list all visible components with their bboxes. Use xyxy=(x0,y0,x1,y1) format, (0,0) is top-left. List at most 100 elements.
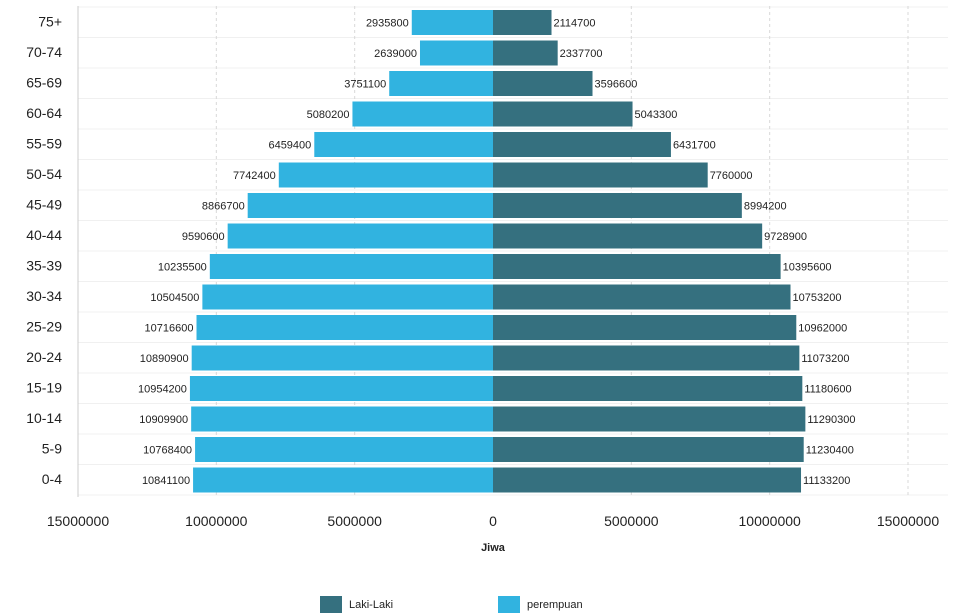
bar-male[interactable] xyxy=(493,254,781,279)
category-label: 10-14 xyxy=(26,410,62,426)
bar-value-label-female: 10909900 xyxy=(139,414,188,426)
bar-value-label-male: 6431700 xyxy=(673,140,716,152)
legend-swatch-female xyxy=(498,596,520,613)
category-label: 45-49 xyxy=(26,197,62,213)
bar-female[interactable] xyxy=(195,437,493,462)
bar-male[interactable] xyxy=(493,406,806,432)
bar-value-label-male: 10753200 xyxy=(793,292,842,304)
bar-value-label-female: 10841100 xyxy=(142,475,190,487)
bar-female[interactable] xyxy=(193,467,493,493)
legend-item-male[interactable]: Laki-Laki xyxy=(320,596,393,613)
x-axis-label: Jiwa xyxy=(481,542,506,554)
value-axis: 15000000 10000000 5000000 0 5000000 10000000 1… xyxy=(47,513,940,529)
bar-female[interactable] xyxy=(419,40,493,66)
bar-value-label-male: 11230400 xyxy=(806,445,854,457)
bar-male[interactable] xyxy=(493,315,797,340)
bar-value-label-male: 7760000 xyxy=(710,170,753,182)
category-label: 55-59 xyxy=(26,136,62,152)
category-label: 25-29 xyxy=(26,319,62,335)
x-tick-label: 5000000 xyxy=(327,513,382,529)
bar-male[interactable] xyxy=(493,40,558,66)
bar-male[interactable] xyxy=(493,345,800,371)
legend-label-male: Laki-Laki xyxy=(349,598,394,611)
bar-value-label-male: 5043300 xyxy=(635,109,678,121)
bar-male[interactable] xyxy=(493,223,763,249)
bar-male[interactable] xyxy=(493,376,803,401)
bar-value-label-male: 8994200 xyxy=(744,201,787,213)
bar-female[interactable] xyxy=(389,71,493,96)
category-label: 65-69 xyxy=(26,75,62,91)
legend: Laki-Laki perempuan xyxy=(0,596,956,615)
category-label: 40-44 xyxy=(26,227,62,243)
bar-value-label-female: 9590600 xyxy=(182,231,225,243)
bar-value-label-female: 6459400 xyxy=(268,140,311,152)
bar-value-label-male: 11290300 xyxy=(807,414,855,426)
bar-female[interactable] xyxy=(189,376,493,401)
legend-item-female[interactable]: perempuan xyxy=(498,596,583,613)
legend-swatch-male xyxy=(320,596,342,613)
category-label: 20-24 xyxy=(26,349,62,365)
bar-female[interactable] xyxy=(227,223,493,249)
bar-value-label-female: 10890900 xyxy=(140,353,189,365)
bar-male[interactable] xyxy=(493,193,742,218)
bar-male[interactable] xyxy=(493,437,804,462)
bar-male[interactable] xyxy=(493,284,791,310)
bar-value-label-female: 10716600 xyxy=(145,323,194,335)
bar-female[interactable] xyxy=(191,406,494,432)
category-label: 30-34 xyxy=(26,288,62,304)
bar-value-labels: 2935800 2114700 2639000 2337700 3751100 35966… xyxy=(138,18,856,488)
bar-value-label-male: 9728900 xyxy=(764,231,807,243)
bar-female[interactable] xyxy=(191,345,493,371)
population-pyramid-chart: 2935800 2114700 2639000 2337700 3751100 35966… xyxy=(26,6,948,554)
category-label: 15-19 xyxy=(26,380,62,396)
x-tick-label: 15000000 xyxy=(47,513,110,529)
bar-value-label-male: 10962000 xyxy=(798,323,847,335)
bar-value-label-male: 3596600 xyxy=(595,79,638,91)
bar-value-label-female: 10504500 xyxy=(150,292,199,304)
bar-male[interactable] xyxy=(493,162,708,188)
bar-female[interactable] xyxy=(196,315,494,340)
bar-value-label-male: 2114700 xyxy=(554,18,596,30)
bar-value-label-female: 2639000 xyxy=(374,48,417,60)
bar-value-label-male: 11073200 xyxy=(801,353,849,365)
category-label: 75+ xyxy=(38,14,62,30)
x-tick-label: 15000000 xyxy=(877,513,940,529)
x-tick-label: 10000000 xyxy=(739,513,802,529)
category-label: 5-9 xyxy=(42,441,62,457)
bar-male[interactable] xyxy=(493,467,802,493)
bar-value-label-female: 2935800 xyxy=(366,18,409,30)
bar-value-label-male: 11180600 xyxy=(804,384,851,396)
bar-female[interactable] xyxy=(314,132,493,157)
category-label: 70-74 xyxy=(26,44,62,60)
bar-male[interactable] xyxy=(493,71,593,96)
category-label: 50-54 xyxy=(26,166,62,182)
bar-female[interactable] xyxy=(411,10,493,35)
category-axis: 75+ 70-74 65-69 60-64 55-59 50-54 45-49 40-44 35… xyxy=(26,14,62,488)
bar-female[interactable] xyxy=(247,193,493,218)
bar-value-label-male: 2337700 xyxy=(560,48,603,60)
bar-value-label-female: 7742400 xyxy=(233,170,276,182)
x-tick-label: 0 xyxy=(489,513,497,529)
bar-male[interactable] xyxy=(493,101,633,127)
bars xyxy=(189,10,806,493)
x-tick-label: 10000000 xyxy=(185,513,248,529)
legend-label-female: perempuan xyxy=(527,598,583,611)
category-label: 60-64 xyxy=(26,105,62,121)
bar-female[interactable] xyxy=(352,101,493,127)
x-tick-label: 5000000 xyxy=(604,513,659,529)
bar-female[interactable] xyxy=(278,162,493,188)
bar-value-label-female: 8866700 xyxy=(202,201,245,213)
bar-value-label-female: 10768400 xyxy=(143,445,192,457)
bar-female[interactable] xyxy=(202,284,494,310)
bar-male[interactable] xyxy=(493,10,552,35)
bar-value-label-female: 10235500 xyxy=(158,262,207,274)
bar-male[interactable] xyxy=(493,132,671,157)
bar-value-label-female: 3751100 xyxy=(344,79,386,91)
bar-value-label-female: 5080200 xyxy=(307,109,350,121)
category-label: 0-4 xyxy=(42,471,62,487)
bar-value-label-male: 10395600 xyxy=(783,262,832,274)
bar-female[interactable] xyxy=(209,254,493,279)
bar-value-label-male: 11133200 xyxy=(803,475,850,487)
category-label: 35-39 xyxy=(26,258,62,274)
bar-value-label-female: 10954200 xyxy=(138,384,187,396)
